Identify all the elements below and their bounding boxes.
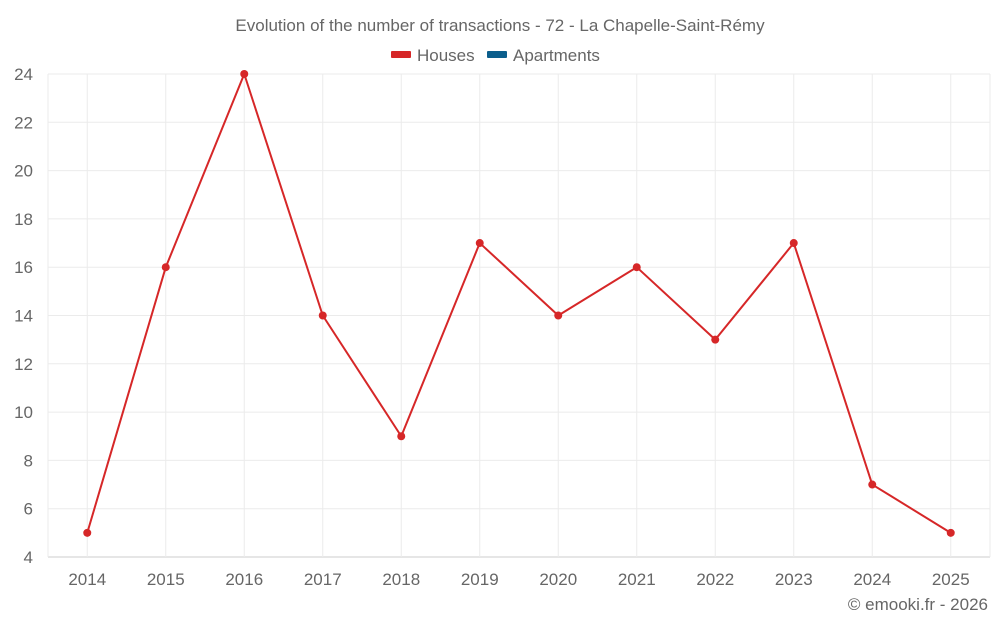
data-point-houses-2022[interactable] xyxy=(711,335,720,344)
y-tick-label: 18 xyxy=(14,210,33,229)
y-tick-label: 22 xyxy=(14,113,33,132)
legend: Houses Apartments xyxy=(391,46,600,65)
y-tick-label: 20 xyxy=(14,162,33,181)
legend-houses-label[interactable]: Houses xyxy=(417,46,475,65)
credit-text: © emooki.fr - 2026 xyxy=(848,595,988,614)
grid xyxy=(47,73,991,558)
y-tick-label: 24 xyxy=(14,65,33,84)
x-tick-label: 2020 xyxy=(539,570,577,589)
series-houses xyxy=(83,70,955,537)
y-tick-label: 14 xyxy=(14,307,33,326)
x-tick-label: 2024 xyxy=(853,570,891,589)
x-tick-label: 2014 xyxy=(68,570,106,589)
data-point-houses-2024[interactable] xyxy=(868,480,877,489)
x-tick-label: 2023 xyxy=(775,570,813,589)
legend-apartments-swatch[interactable] xyxy=(487,51,507,58)
y-tick-label: 4 xyxy=(24,548,33,567)
y-axis: 4 6 8 10 12 14 16 18 20 22 24 xyxy=(14,65,33,567)
x-axis: 2014 2015 2016 2017 2018 2019 2020 2021 2022 2023… xyxy=(68,570,969,589)
x-tick-label: 2021 xyxy=(618,570,656,589)
x-tick-label: 2019 xyxy=(461,570,499,589)
data-point-houses-2019[interactable] xyxy=(475,239,484,248)
x-tick-label: 2022 xyxy=(696,570,734,589)
x-tick-label: 2018 xyxy=(382,570,420,589)
legend-apartments-label[interactable]: Apartments xyxy=(513,46,600,65)
x-tick-label: 2025 xyxy=(932,570,970,589)
y-tick-label: 10 xyxy=(14,403,33,422)
series-line-houses xyxy=(86,73,952,534)
y-tick-label: 6 xyxy=(24,500,33,519)
data-point-houses-2015[interactable] xyxy=(161,263,170,272)
data-point-houses-2014[interactable] xyxy=(83,528,92,537)
x-tick-label: 2017 xyxy=(304,570,342,589)
x-tick-label: 2015 xyxy=(147,570,185,589)
data-point-houses-2018[interactable] xyxy=(397,432,406,441)
y-tick-label: 12 xyxy=(14,355,33,374)
data-point-houses-2021[interactable] xyxy=(632,263,641,272)
chart-title: Evolution of the number of transactions … xyxy=(235,16,765,35)
data-point-houses-2016[interactable] xyxy=(240,70,249,78)
y-tick-label: 8 xyxy=(24,451,33,470)
legend-houses-swatch[interactable] xyxy=(391,51,411,58)
y-tick-label: 16 xyxy=(14,258,33,277)
data-point-houses-2020[interactable] xyxy=(554,311,563,320)
x-tick-label: 2016 xyxy=(225,570,263,589)
data-point-houses-2025[interactable] xyxy=(946,528,955,537)
data-point-houses-2017[interactable] xyxy=(318,311,327,320)
data-point-houses-2023[interactable] xyxy=(789,239,798,248)
